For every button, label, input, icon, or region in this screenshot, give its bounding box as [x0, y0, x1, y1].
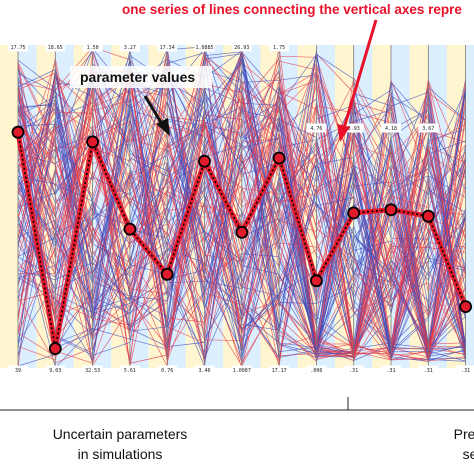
axis-bottom-label-bg [8, 365, 28, 375]
axis-bottom-label: .31 [349, 368, 358, 374]
group-label-predicted-line1: Predi [453, 426, 474, 442]
group-label-predicted-line2: se [462, 446, 474, 462]
axis-bottom-label-bg [157, 365, 178, 375]
axis-bottom-label: 1.0087 [233, 368, 251, 374]
axis-bottom-label: 32.53 [85, 368, 100, 374]
axis-bottom-label: 39 [15, 368, 21, 374]
stripe-yellow [0, 45, 18, 368]
axis-bottom-label-bg [381, 365, 401, 375]
axis-mid-label-bg [418, 123, 439, 133]
axis-bottom-label-bg [82, 365, 103, 375]
axis-mid-label: 4.76 [310, 126, 322, 132]
highlight-point [11, 125, 25, 139]
annotation-arrowhead [156, 118, 170, 136]
highlight-point [421, 209, 435, 223]
top-annotation: one series of lines connecting the verti… [122, 2, 462, 17]
highlight-point [160, 267, 174, 281]
highlight-point [235, 225, 249, 239]
axis-mid-label-bg [381, 123, 401, 133]
axis-bottom-label: 3.46 [198, 368, 210, 374]
group-label-predicted: Predi se [410, 424, 474, 464]
axis-top-label-bg [269, 42, 290, 52]
axis-bottom-label-bg [343, 365, 364, 375]
highlighted-series [11, 125, 473, 356]
axis-top-label-bg [82, 42, 103, 52]
axis-top-label: 1.0885 [195, 45, 213, 51]
group-axis [0, 397, 474, 411]
axis-mid-label: 3.93 [348, 126, 360, 132]
group-label-uncertain-line1: Uncertain parameters [52, 426, 188, 442]
stripe-blue [465, 45, 474, 368]
axis-top-label: 1.75 [273, 45, 285, 51]
axis-top-label-bg [231, 42, 252, 52]
axis-top-label-bg [157, 42, 178, 52]
axis-mid-label-bg [306, 123, 327, 133]
axis-bottom-label: .006 [310, 368, 322, 374]
axis-bottom-label: .31 [386, 368, 395, 374]
axis-bottom-label: 5.61 [124, 368, 136, 374]
top-annotation-arrowhead [337, 124, 350, 142]
axis-labels: 17.75 39 18.65 9.03 1.50 32.53 3.27 5.61 17.34 0.… [8, 42, 474, 375]
highlight-point [123, 222, 137, 236]
axis-top-label: 3.27 [124, 45, 136, 51]
axis-top-label-bg [45, 42, 66, 52]
axis-top-label: 17.34 [160, 45, 175, 51]
highlight-point [86, 135, 99, 149]
axis-bottom-label: .31 [461, 368, 470, 374]
highlight-point [309, 274, 323, 288]
axis-bottom-label: 17.17 [272, 368, 287, 374]
axis-mid-label-bg [343, 123, 364, 133]
axis-top-label: 18.65 [48, 45, 63, 51]
axis-bottom-label: 0.76 [161, 368, 173, 374]
highlight-point [198, 154, 211, 168]
group-label-uncertain-line2: in simulations [77, 446, 163, 462]
top-annotation-arrow [342, 19, 378, 129]
axis-bottom-label: 9.03 [49, 368, 61, 374]
axis-top-label: 26.93 [234, 45, 249, 51]
axis-bottom-label-bg [306, 365, 327, 375]
highlight-point [347, 206, 361, 220]
axis-mid-label: 3.67 [422, 126, 434, 132]
axis-bottom-label-bg [194, 365, 215, 375]
annotation-arrow [143, 95, 164, 125]
vertical-axes [17, 45, 467, 368]
highlight-point [459, 300, 473, 314]
axis-top-label-bg [119, 42, 140, 52]
highlight-point [48, 342, 62, 356]
group-label-uncertain: Uncertain parameters in simulations [20, 424, 220, 464]
axis-bottom-label-bg [231, 365, 252, 375]
annotation-parameter-values: parameter values [80, 69, 195, 85]
axis-top-label: 17.75 [10, 45, 25, 51]
highlight-point [272, 151, 286, 165]
axis-bottom-label-bg [269, 365, 290, 375]
axis-bottom-label-bg [418, 365, 439, 375]
annotation-bg [70, 66, 212, 88]
axis-bottom-label-bg [119, 365, 140, 375]
axis-bottom-label-bg [455, 365, 474, 375]
highlight-point [384, 203, 398, 217]
annotations: parameter values [70, 19, 378, 142]
axis-bottom-label: .31 [424, 368, 433, 374]
axis-top-label-bg [194, 42, 215, 52]
axis-bottom-label-bg [45, 365, 66, 375]
axis-mid-label: 4.18 [385, 126, 397, 132]
axis-top-label-bg [8, 42, 28, 52]
axis-top-label: 1.50 [87, 45, 99, 51]
